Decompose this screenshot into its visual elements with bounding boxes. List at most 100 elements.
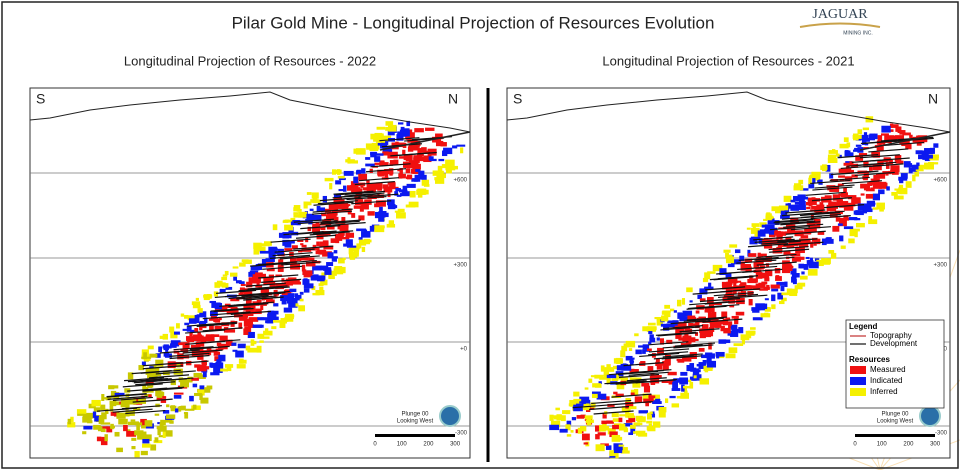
resource-block: [365, 163, 375, 167]
resource-block: [321, 272, 327, 276]
resource-block: [688, 367, 697, 370]
resource-block: [200, 397, 209, 404]
resource-block: [835, 204, 842, 207]
resource-block: [599, 376, 609, 380]
resource-block: [805, 201, 814, 206]
resource-block: [83, 425, 93, 430]
resource-block: [681, 298, 686, 305]
resource-block: [677, 323, 687, 329]
resource-block: [287, 297, 298, 302]
legend-title: Legend: [849, 322, 878, 331]
resource-block: [183, 411, 188, 415]
resource-block: [680, 343, 691, 346]
resource-block: [443, 147, 453, 155]
resource-block: [839, 198, 843, 201]
development-line: [657, 332, 698, 337]
resource-block: [359, 183, 364, 186]
resource-block: [612, 424, 622, 430]
plunge-label: Plunge 00: [881, 412, 909, 418]
resource-block: [401, 190, 408, 196]
resource-block: [280, 295, 289, 302]
resource-block: [436, 173, 447, 179]
resource-block: [393, 159, 399, 166]
development-line: [687, 304, 728, 310]
resource-block: [147, 345, 154, 350]
development-line: [805, 191, 846, 196]
resource-block: [824, 195, 832, 201]
resource-block: [696, 305, 705, 309]
resource-block: [799, 263, 809, 269]
resource-block: [356, 170, 362, 175]
resource-block: [414, 128, 424, 133]
development-line: [606, 380, 647, 385]
development-line: [333, 190, 374, 195]
resource-block: [187, 376, 193, 383]
resource-block: [191, 377, 199, 381]
resource-block: [327, 252, 334, 259]
resource-block: [374, 211, 383, 219]
development-line: [686, 305, 727, 310]
resource-block: [774, 268, 781, 274]
development-line: [122, 383, 163, 388]
resource-block: [809, 257, 813, 262]
resource-block: [326, 226, 335, 230]
scale-bar: [855, 434, 935, 437]
development-line: [142, 365, 183, 370]
resource-block: [294, 293, 299, 298]
resource-block: [854, 147, 858, 150]
resource-block: [764, 277, 770, 282]
resource-block: [249, 304, 256, 311]
resource-block: [299, 298, 304, 302]
resource-block: [629, 368, 635, 374]
resource-block: [94, 415, 99, 422]
resource-block: [566, 434, 572, 437]
resource-block: [837, 223, 843, 226]
resource-block: [349, 251, 355, 256]
resource-block: [628, 415, 636, 423]
resource-block: [283, 317, 292, 322]
resource-block: [318, 249, 326, 255]
resource-block: [866, 200, 876, 207]
resource-block: [213, 367, 223, 373]
resource-block: [918, 154, 928, 160]
resource-block: [923, 154, 933, 159]
resource-block: [748, 330, 755, 336]
resource-block: [286, 297, 293, 304]
resource-block: [355, 148, 366, 155]
resource-block: [808, 183, 815, 189]
resource-block: [388, 124, 397, 132]
resource-block: [267, 313, 277, 320]
resource-block: [764, 298, 769, 301]
resource-block: [441, 164, 451, 169]
resource-block: [445, 159, 455, 166]
resource-block: [231, 342, 237, 346]
resource-block: [389, 186, 399, 190]
resource-block: [415, 168, 421, 172]
resource-block: [406, 120, 411, 127]
resource-block: [338, 177, 346, 181]
development-line: [159, 349, 200, 354]
resource-block: [405, 154, 413, 162]
resource-block: [791, 288, 798, 294]
resource-block: [806, 206, 811, 210]
resource-block: [754, 230, 758, 237]
resource-block: [432, 136, 442, 143]
resource-block: [214, 282, 221, 288]
resource-block: [239, 262, 246, 267]
resource-block: [101, 412, 107, 420]
resource-block: [759, 229, 766, 234]
resource-block: [374, 156, 381, 162]
south-label: S: [513, 91, 522, 107]
resource-block: [642, 393, 649, 400]
development-line: [662, 344, 703, 349]
resource-block: [583, 442, 589, 445]
resource-block: [238, 292, 244, 297]
resource-block: [70, 416, 74, 422]
resource-block: [598, 381, 602, 385]
resource-block: [643, 385, 651, 393]
resource-block: [101, 394, 105, 402]
development-line: [142, 387, 183, 392]
resource-block: [612, 365, 618, 370]
resource-block: [158, 346, 162, 353]
resource-block: [790, 204, 800, 211]
